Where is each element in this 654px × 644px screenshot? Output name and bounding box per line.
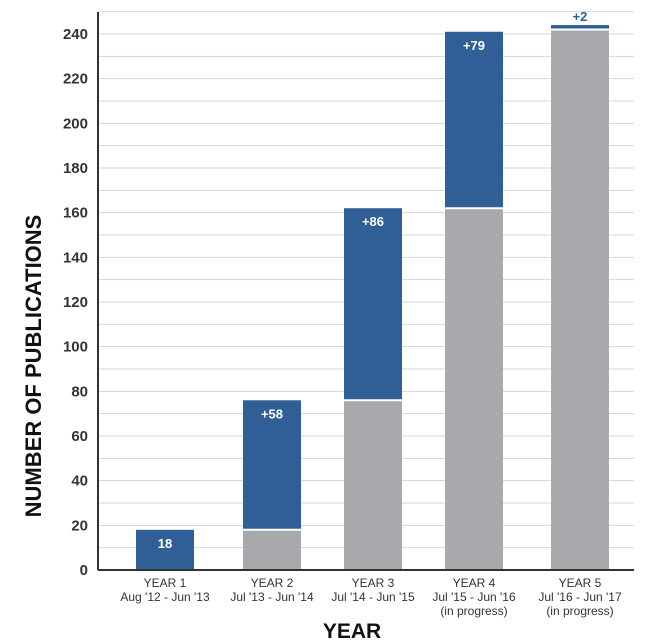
y-tick-label: 160 [63, 205, 88, 222]
data-label: +58 [261, 406, 283, 421]
y-tick-label: 0 [80, 562, 88, 579]
y-axis-title: NUMBER OF PUBLICATIONS [21, 215, 46, 518]
data-label: +79 [463, 38, 485, 53]
x-tick-label: YEAR 2 [251, 576, 294, 590]
y-tick-label: 40 [71, 473, 88, 490]
y-tick-label: 220 [63, 71, 88, 88]
base-segment [551, 29, 609, 571]
increment-segment [551, 25, 609, 30]
y-tick-label: 120 [63, 294, 88, 311]
increment-segment [445, 31, 503, 209]
x-tick-period: Aug '12 - Jun '13 [120, 590, 210, 604]
y-tick-label: 140 [63, 249, 88, 266]
x-tick-period: Jul '13 - Jun '14 [230, 590, 314, 604]
y-tick-label: 100 [63, 339, 88, 356]
x-tick-label: YEAR 5 [559, 576, 602, 590]
x-tick-label: YEAR 1 [144, 576, 187, 590]
increment-segment [243, 400, 301, 530]
y-tick-label: 180 [63, 160, 88, 177]
labels: 0 20 40 60 80 100 120 140 160 180 200 220 240 18 YEAR … [63, 9, 622, 618]
x-tick-note: (in progress) [546, 604, 613, 618]
y-tick-label: 200 [63, 115, 88, 132]
x-tick-period: Jul '16 - Jun '17 [538, 590, 622, 604]
x-tick-label: YEAR 4 [453, 576, 496, 590]
x-tick-label: YEAR 3 [352, 576, 395, 590]
base-segment [445, 208, 503, 570]
data-label: +2 [573, 9, 588, 24]
base-segment [344, 400, 402, 570]
y-tick-label: 80 [71, 383, 88, 400]
x-tick-period: Jul '14 - Jun '15 [331, 590, 415, 604]
x-tick-period: Jul '15 - Jun '16 [432, 590, 516, 604]
bars [136, 25, 609, 571]
increment-segment [344, 208, 402, 401]
x-axis-title: YEAR [323, 620, 381, 643]
y-tick-label: 240 [63, 26, 88, 43]
y-tick-label: 60 [71, 428, 88, 445]
base-segment [243, 529, 301, 570]
axes [97, 12, 634, 571]
increment-segment [136, 529, 194, 570]
data-label: 18 [158, 536, 172, 551]
y-tick-label: 20 [71, 517, 88, 534]
x-tick-note: (in progress) [440, 604, 507, 618]
data-label: +86 [362, 214, 384, 229]
